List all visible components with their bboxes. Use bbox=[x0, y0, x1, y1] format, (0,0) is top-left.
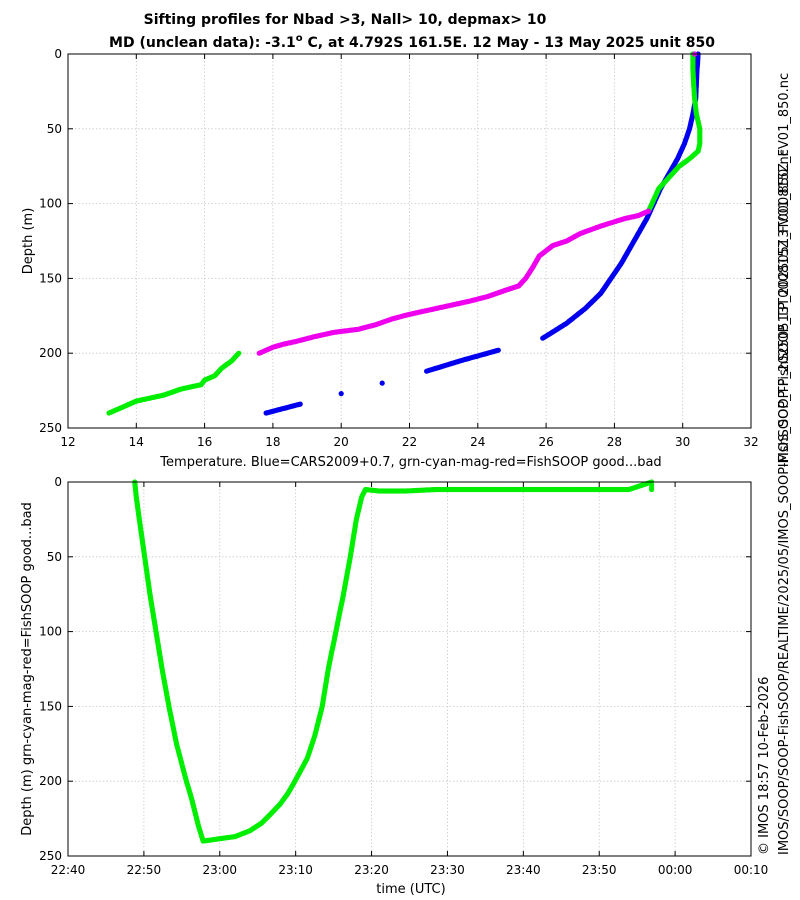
plot2-x-tick-label: 23:30 bbox=[430, 863, 465, 877]
side-copyright-label: © IMOS 18:57 10-Feb-2026 bbox=[757, 677, 772, 855]
side-filename-label: IMOS_SOOP-FishSOOP_TP_20250513T000815Z_F… bbox=[777, 73, 792, 467]
plot2-y-tick-label: 100 bbox=[39, 625, 62, 639]
plot1-x-tick-label: 14 bbox=[129, 435, 144, 449]
plot1-x-tick-label: 22 bbox=[402, 435, 417, 449]
plot2-frame bbox=[67, 481, 752, 857]
plot2-grid bbox=[68, 482, 751, 856]
plot1-data-point bbox=[424, 368, 430, 374]
plot2-x-tick-label: 23:20 bbox=[354, 863, 389, 877]
plot1-data-point bbox=[540, 335, 546, 341]
plot1-y-tick-label: 250 bbox=[39, 421, 62, 435]
plot1-series-1 bbox=[106, 51, 703, 416]
plot1-y-tick-label: 150 bbox=[39, 271, 62, 285]
plot2-x-axis-label: time (UTC) bbox=[376, 882, 445, 897]
plot1-x-tick-label: 26 bbox=[538, 435, 553, 449]
plot2-y-tick-label: 0 bbox=[54, 475, 62, 489]
plot2-x-tick-label: 00:00 bbox=[658, 863, 693, 877]
plot2-ticks: 22:40 22:50 23:00 23:10 23:20 23:30 23:40 23:50… bbox=[39, 475, 768, 877]
chart-title-line2: MD (unclean data): -3.1o C, at 4.792S 16… bbox=[109, 33, 715, 51]
plot1-x-tick-label: 30 bbox=[675, 435, 690, 449]
plot1-x-tick-label: 16 bbox=[197, 435, 212, 449]
plot1-y-tick-label: 0 bbox=[54, 47, 62, 61]
plot2-x-tick-label: 23:50 bbox=[582, 863, 617, 877]
plot1-data-point bbox=[256, 350, 262, 356]
plot1-grid bbox=[68, 54, 751, 428]
plot1-y-tick-label: 50 bbox=[47, 122, 62, 136]
plot2-series-0 bbox=[132, 479, 655, 844]
plot2-y-tick-label: 150 bbox=[39, 699, 62, 713]
plot2-x-tick-label: 23:00 bbox=[202, 863, 237, 877]
plot2-background bbox=[68, 482, 751, 856]
plot1-data-point bbox=[338, 391, 344, 397]
plot1-y-tick-label: 100 bbox=[39, 197, 62, 211]
plot1-data-point bbox=[379, 380, 385, 386]
side-path-label: IMOS/SOOP/SOOP-FishSOOP/REALTIME/2025/05… bbox=[777, 149, 792, 855]
chart-title-line2-pre: MD (unclean data): -3.1 bbox=[109, 35, 296, 51]
chart-title-line2-post: C, at 4.792S 161.5E. 12 May - 13 May 202… bbox=[303, 35, 716, 51]
plot1-x-tick-label: 28 bbox=[607, 435, 622, 449]
time-depth-plot: 22:40 22:50 23:00 23:10 23:20 23:30 23:40 23:50… bbox=[20, 475, 768, 897]
plot1-data-point bbox=[263, 410, 269, 416]
plot1-x-tick-label: 18 bbox=[265, 435, 280, 449]
plot1-y-axis-label: Depth (m) bbox=[21, 208, 36, 275]
plot1-points bbox=[106, 51, 703, 416]
plot1-x-tick-label: 12 bbox=[60, 435, 75, 449]
plot1-y-tick-label: 200 bbox=[39, 346, 62, 360]
plot2-x-tick-label: 00:10 bbox=[734, 863, 769, 877]
plot2-x-tick-label: 22:50 bbox=[127, 863, 162, 877]
plot2-y-tick-label: 200 bbox=[39, 774, 62, 788]
plot1-data-point bbox=[106, 410, 112, 416]
chart-title-line1: Sifting profiles for Nbad >3, Nall> 10, … bbox=[144, 12, 547, 28]
plot2-x-tick-label: 22:40 bbox=[51, 863, 86, 877]
temperature-depth-plot: 12 14 16 18 20 22 24 26 28 30 32 0 50 100 150 200 250 Te… bbox=[21, 47, 759, 470]
plot2-x-tick-label: 23:40 bbox=[506, 863, 541, 877]
plot2-y-tick-label: 50 bbox=[47, 550, 62, 564]
plot1-x-axis-label: Temperature. Blue=CARS2009+0.7, grn-cyan… bbox=[159, 455, 661, 470]
plot1-x-tick-label: 24 bbox=[470, 435, 485, 449]
plot1-series-2 bbox=[256, 51, 698, 356]
plot2-y-tick-label: 250 bbox=[39, 849, 62, 863]
plot1-x-tick-label: 20 bbox=[334, 435, 349, 449]
plot1-x-tick-label: 32 bbox=[743, 435, 758, 449]
plot2-points bbox=[132, 479, 655, 844]
plot2-x-tick-label: 23:10 bbox=[278, 863, 313, 877]
plot2-data-point bbox=[649, 486, 655, 493]
plot2-y-axis-label: Depth (m) grn-cyan-mag-red=FishSOOP good… bbox=[20, 502, 35, 836]
plot1-ticks: 12 14 16 18 20 22 24 26 28 30 32 0 50 100 150 200 250 bbox=[39, 47, 759, 449]
degree-superscript: o bbox=[296, 33, 303, 44]
